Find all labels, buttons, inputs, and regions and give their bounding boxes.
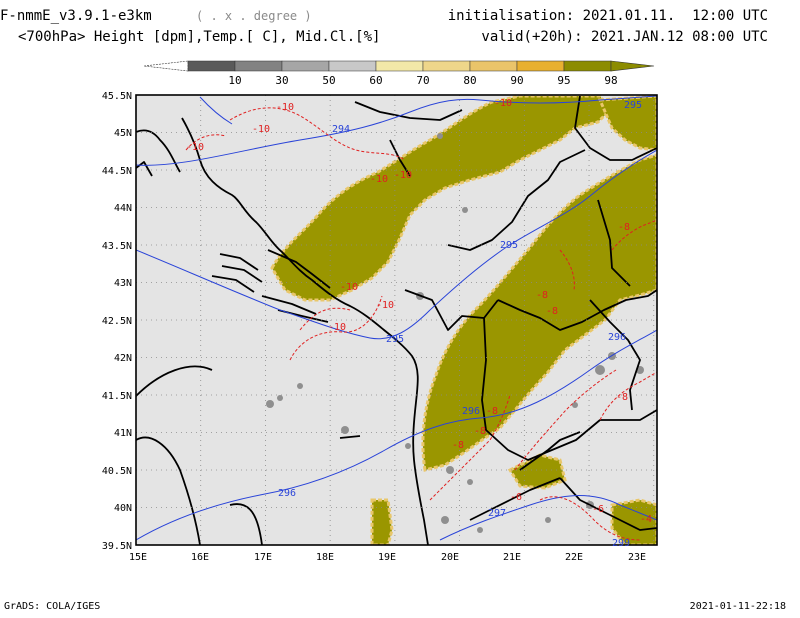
lat-label: 40.5N <box>102 466 132 477</box>
lon-label: 21E <box>503 552 521 563</box>
map-title: F-nmmE_v3.9.1-e3km <box>0 8 152 24</box>
map-title-units: ( . x . degree ) <box>196 9 312 23</box>
temp-label: -10 <box>376 300 394 311</box>
temp-label: -10 <box>328 322 346 333</box>
lat-label: 39.5N <box>102 541 132 552</box>
lon-label: 23E <box>628 552 646 563</box>
lat-label: 44.5N <box>102 166 132 177</box>
coastlines-and-borders <box>136 95 657 545</box>
footer-credit: GrADS: COLA/IGES <box>4 601 101 612</box>
temp-label: -10 <box>370 174 388 185</box>
colorbar-label: 60 <box>369 74 382 86</box>
cloud-area-southeast <box>610 498 657 545</box>
colorbar-label: 10 <box>228 74 241 86</box>
temp-label: -10 <box>494 98 512 109</box>
footer-timestamp: 2021-01-11-22:18 <box>689 601 786 612</box>
colorbar-labels: 10 30 50 60 70 80 90 95 98 <box>228 74 617 86</box>
lat-label: 43.5N <box>102 241 132 252</box>
map-subtitle: <700hPa> Height [dpm],Temp.[ C], Mid.Cl.… <box>18 29 381 45</box>
cloud-area-dinaric <box>270 95 612 302</box>
temp-label: -8 <box>474 426 486 437</box>
valid-label: valid(+20h): <box>481 29 583 45</box>
temp-label: -10 <box>394 170 412 181</box>
valid-value: 2021.JAN.12 08:00 UTC <box>590 29 768 45</box>
lon-label: 22E <box>565 552 583 563</box>
temperature-labels: -10 -10 -10 -10 -10 -10 -10 -10 -10 -8 -… <box>186 98 652 525</box>
temp-label: -10 <box>252 124 270 135</box>
latitude-labels: 45.5N 45N 44.5N 44N 43.5N 43N 42.5N 42N … <box>102 91 132 552</box>
height-label: 296 <box>278 488 296 499</box>
colorbar-label: 30 <box>275 74 288 86</box>
height-label: 299 <box>612 538 630 549</box>
height-label: 296 <box>608 332 626 343</box>
temp-label: -8 <box>618 222 630 233</box>
colorbar-label: 90 <box>510 74 523 86</box>
colorbar-label: 70 <box>416 74 429 86</box>
map-frame <box>135 94 658 546</box>
height-contours <box>136 95 657 541</box>
temp-label: -10 <box>186 142 204 153</box>
colorbar-boxes <box>187 60 612 72</box>
colorbar-label: 95 <box>557 74 570 86</box>
lat-label: 42.5N <box>102 316 132 327</box>
height-labels: 294 295 295 295 296 296 296 297 299 <box>278 100 642 549</box>
temp-label: -8 <box>452 440 464 451</box>
init-value: 2021.01.11. 12:00 UTC <box>582 8 768 24</box>
colorbar-label: 80 <box>463 74 476 86</box>
lon-label: 18E <box>316 552 334 563</box>
temp-label: -4 <box>640 514 652 525</box>
height-label: 296 <box>462 406 480 417</box>
lat-label: 41N <box>114 428 132 439</box>
temp-label: -8 <box>546 306 558 317</box>
height-label: 295 <box>624 100 642 111</box>
lon-label: 19E <box>378 552 396 563</box>
cloud-area-balkan <box>421 153 657 472</box>
colorbar-label: 50 <box>322 74 335 86</box>
lat-label: 44N <box>114 203 132 214</box>
colorbar: 10 30 50 60 70 80 90 95 98 <box>144 60 655 86</box>
temp-label: -8 <box>616 392 628 403</box>
lat-label: 43N <box>114 278 132 289</box>
colorbar-high-triangle <box>610 60 655 72</box>
lat-label: 45N <box>114 128 132 139</box>
colorbar-label: 98 <box>604 74 617 86</box>
lon-label: 16E <box>191 552 209 563</box>
lat-label: 41.5N <box>102 391 132 402</box>
height-label: 294 <box>332 124 350 135</box>
temp-label: -8 <box>536 290 548 301</box>
lon-label: 15E <box>129 552 147 563</box>
height-label: 297 <box>488 508 506 519</box>
height-label: 295 <box>500 240 518 251</box>
lat-lon-grid <box>136 95 657 545</box>
lat-label: 42N <box>114 353 132 364</box>
temp-label: -6 <box>592 504 604 515</box>
lon-label: 20E <box>441 552 459 563</box>
longitude-labels: 15E 16E 17E 18E 19E 20E 21E 22E 23E <box>129 552 646 563</box>
cloud-area-southwest <box>370 498 394 545</box>
temp-label: -8 <box>486 406 498 417</box>
init-time: initialisation: 2021.01.11. 12:00 UTC <box>448 8 768 24</box>
init-label: initialisation: <box>447 8 575 24</box>
temp-label: -6 <box>510 492 522 503</box>
cloud-area-northeast <box>597 95 657 152</box>
valid-time: valid(+20h): 2021.JAN.12 08:00 UTC <box>481 29 768 45</box>
height-label: 295 <box>386 334 404 345</box>
lon-label: 17E <box>254 552 272 563</box>
temp-label: -10 <box>340 282 358 293</box>
temperature-contours <box>185 107 657 541</box>
lat-label: 45.5N <box>102 91 132 102</box>
lat-label: 40N <box>114 503 132 514</box>
temp-label: -10 <box>276 102 294 113</box>
